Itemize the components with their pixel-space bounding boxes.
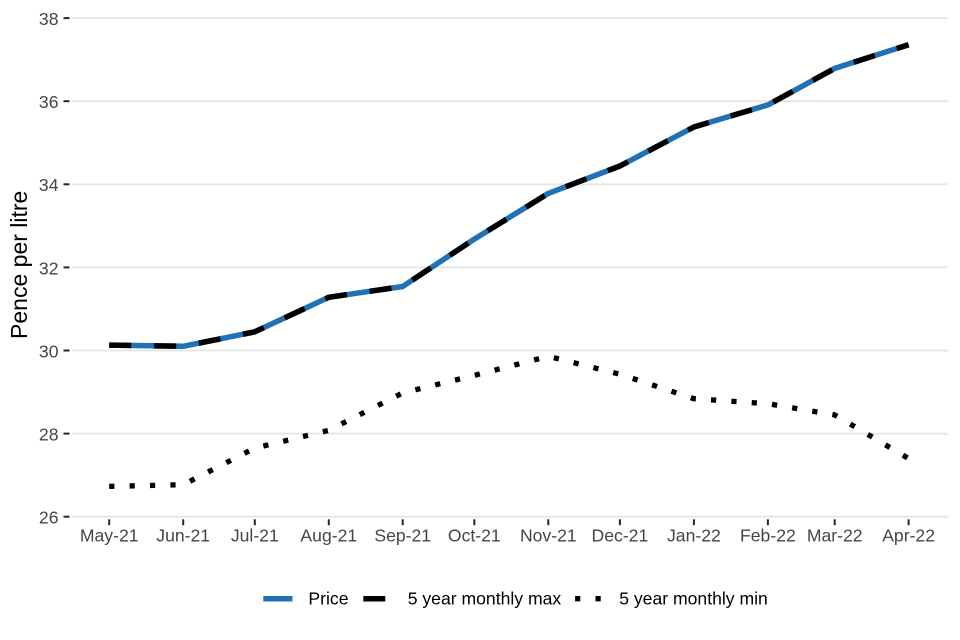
svg-text:26: 26: [39, 508, 59, 528]
svg-text:Jul-21: Jul-21: [231, 526, 279, 546]
svg-text:32: 32: [39, 258, 59, 278]
svg-text:Jan-22: Jan-22: [667, 526, 721, 546]
svg-text:34: 34: [39, 175, 59, 195]
svg-text:5 year monthly min: 5 year monthly min: [619, 589, 768, 609]
svg-text:Mar-22: Mar-22: [807, 526, 863, 546]
svg-text:38: 38: [39, 9, 59, 29]
svg-text:Price: Price: [308, 589, 348, 609]
svg-text:30: 30: [39, 341, 59, 361]
svg-text:Aug-21: Aug-21: [300, 526, 357, 546]
svg-text:May-21: May-21: [80, 526, 139, 546]
svg-text:Pence per litre: Pence per litre: [6, 191, 32, 339]
svg-text:5 year monthly max: 5 year monthly max: [408, 589, 562, 609]
svg-text:36: 36: [39, 92, 59, 112]
svg-text:Oct-21: Oct-21: [448, 526, 501, 546]
svg-text:Nov-21: Nov-21: [520, 526, 577, 546]
svg-text:Dec-21: Dec-21: [592, 526, 649, 546]
svg-text:Sep-21: Sep-21: [374, 526, 431, 546]
svg-text:28: 28: [39, 425, 59, 445]
svg-text:Jun-21: Jun-21: [156, 526, 210, 546]
svg-text:Apr-22: Apr-22: [882, 526, 935, 546]
svg-text:Feb-22: Feb-22: [740, 526, 796, 546]
